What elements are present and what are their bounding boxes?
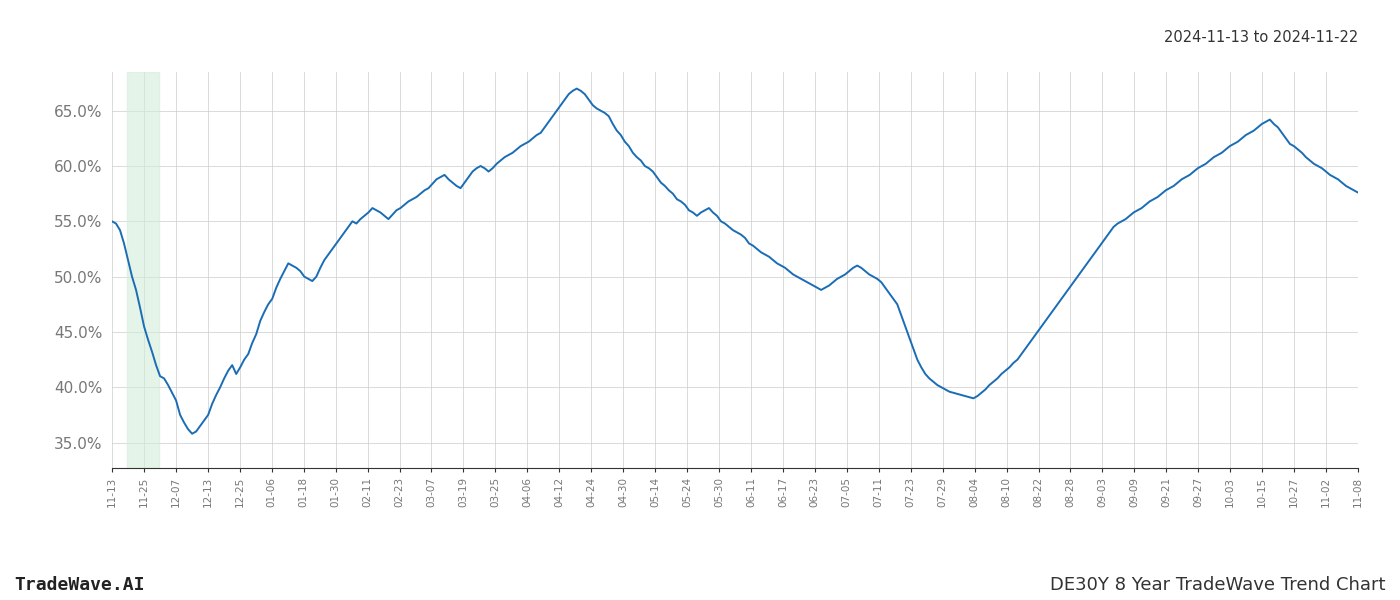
Text: DE30Y 8 Year TradeWave Trend Chart: DE30Y 8 Year TradeWave Trend Chart [1050, 576, 1386, 594]
Text: TradeWave.AI: TradeWave.AI [14, 576, 144, 594]
Text: 2024-11-13 to 2024-11-22: 2024-11-13 to 2024-11-22 [1163, 30, 1358, 45]
Bar [127, 72, 160, 468]
